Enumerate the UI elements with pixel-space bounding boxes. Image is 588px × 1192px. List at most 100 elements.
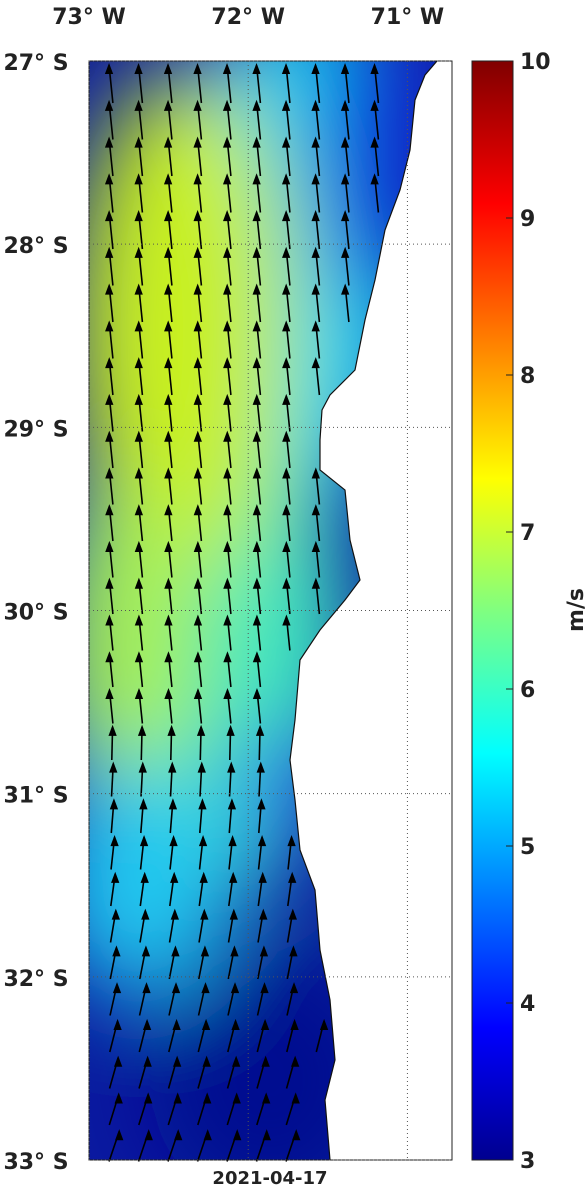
arrow-head bbox=[223, 614, 232, 626]
arrow-head bbox=[223, 577, 232, 589]
arrow-head bbox=[252, 577, 262, 589]
arrow-head bbox=[311, 210, 320, 222]
arrow-head bbox=[222, 210, 232, 222]
arrow-head bbox=[104, 210, 114, 222]
colorbar-tick-label: 5 bbox=[520, 835, 535, 860]
arrow-head bbox=[134, 577, 144, 589]
lat-tick-label: 28° S bbox=[3, 234, 68, 259]
arrow-head bbox=[256, 761, 265, 773]
arrow-head bbox=[202, 1055, 211, 1067]
arrow-head bbox=[252, 173, 261, 185]
lat-tick-label: 31° S bbox=[3, 784, 68, 809]
colorbar-tick-label: 8 bbox=[520, 364, 535, 389]
arrow-head bbox=[164, 246, 173, 258]
arrow-head bbox=[252, 393, 261, 405]
arrow-head bbox=[164, 504, 173, 516]
arrow-head bbox=[109, 761, 118, 773]
arrow-head bbox=[193, 687, 203, 700]
arrow-head bbox=[282, 357, 291, 369]
arrow-head bbox=[288, 908, 297, 920]
arrow-head bbox=[193, 430, 202, 442]
arrow-head bbox=[171, 982, 181, 994]
arrow-head bbox=[108, 724, 117, 736]
arrow-head bbox=[223, 430, 232, 442]
wind-arrows bbox=[104, 62, 380, 1162]
lon-tick-label: 71° W bbox=[371, 5, 445, 30]
arrow-head bbox=[341, 246, 350, 258]
arrow-head bbox=[112, 982, 122, 994]
arrow-head bbox=[197, 761, 206, 773]
arrow-head bbox=[105, 467, 114, 479]
arrow-head bbox=[105, 504, 114, 516]
arrow-head bbox=[311, 467, 320, 479]
arrow-head bbox=[370, 62, 379, 75]
arrow-head bbox=[199, 871, 208, 883]
arrow-head bbox=[226, 724, 235, 736]
arrow-head bbox=[281, 173, 291, 185]
arrow-head bbox=[193, 577, 203, 589]
arrow-head bbox=[105, 320, 114, 332]
arrow-head bbox=[252, 504, 261, 516]
arrow-head bbox=[109, 798, 119, 810]
arrow-head bbox=[105, 357, 114, 369]
arrow-head bbox=[282, 467, 291, 479]
arrow-head bbox=[105, 393, 114, 405]
arrow-head bbox=[163, 99, 173, 111]
arrow-head bbox=[282, 246, 291, 258]
arrow-head bbox=[252, 136, 261, 148]
colorbar-tick-label: 10 bbox=[520, 50, 551, 75]
arrow-head bbox=[223, 687, 232, 700]
arrow-head bbox=[289, 982, 299, 994]
arrow-head bbox=[142, 982, 151, 994]
arrow-head bbox=[262, 1129, 271, 1141]
arrow-head bbox=[193, 393, 202, 405]
arrow-head bbox=[167, 724, 176, 736]
arrow-head bbox=[164, 393, 173, 405]
arrow-head bbox=[193, 283, 202, 295]
arrow-head bbox=[282, 577, 291, 589]
arrow-head bbox=[164, 614, 173, 626]
arrow-head bbox=[104, 136, 114, 148]
arrow-head bbox=[164, 467, 173, 479]
arrow-head bbox=[233, 1129, 242, 1141]
arrow-head bbox=[223, 393, 232, 405]
arrow-head bbox=[164, 357, 173, 369]
arrow-head bbox=[110, 835, 119, 847]
arrow-head bbox=[311, 246, 320, 258]
arrow-head bbox=[252, 283, 261, 295]
arrow-head bbox=[105, 614, 114, 626]
arrow-head bbox=[193, 504, 202, 516]
arrow-head bbox=[282, 504, 291, 516]
arrow-head bbox=[282, 540, 291, 552]
arrow-head bbox=[252, 540, 262, 552]
arrow-head bbox=[164, 651, 173, 663]
arrow-head bbox=[227, 798, 237, 810]
arrow-head bbox=[311, 357, 320, 369]
arrow-head bbox=[168, 761, 177, 773]
arrow-head bbox=[370, 136, 379, 148]
arrow-head bbox=[281, 99, 291, 111]
arrow-head bbox=[311, 62, 320, 75]
arrow-head bbox=[340, 173, 350, 185]
arrow-head bbox=[341, 283, 350, 295]
arrow-head bbox=[231, 1055, 241, 1067]
arrow-head bbox=[134, 504, 143, 516]
colorbar-label: m/s bbox=[564, 588, 588, 632]
arrow-head bbox=[134, 393, 143, 405]
arrow-head bbox=[228, 835, 237, 847]
arrow-head bbox=[260, 1018, 270, 1030]
arrow-head bbox=[164, 430, 173, 442]
arrow-head bbox=[311, 540, 321, 552]
arrow-head bbox=[193, 210, 202, 222]
lon-tick-label: 73° W bbox=[52, 5, 126, 30]
arrow-head bbox=[311, 504, 320, 516]
arrow-head bbox=[340, 210, 350, 222]
arrow-head bbox=[229, 871, 238, 883]
arrow-head bbox=[281, 210, 291, 222]
arrow-head bbox=[340, 99, 350, 111]
arrow-head bbox=[134, 320, 143, 332]
arrow-head bbox=[260, 982, 269, 994]
arrow-head bbox=[193, 614, 203, 626]
arrow-head bbox=[252, 210, 261, 222]
colorbar-tick-label: 7 bbox=[520, 521, 535, 546]
